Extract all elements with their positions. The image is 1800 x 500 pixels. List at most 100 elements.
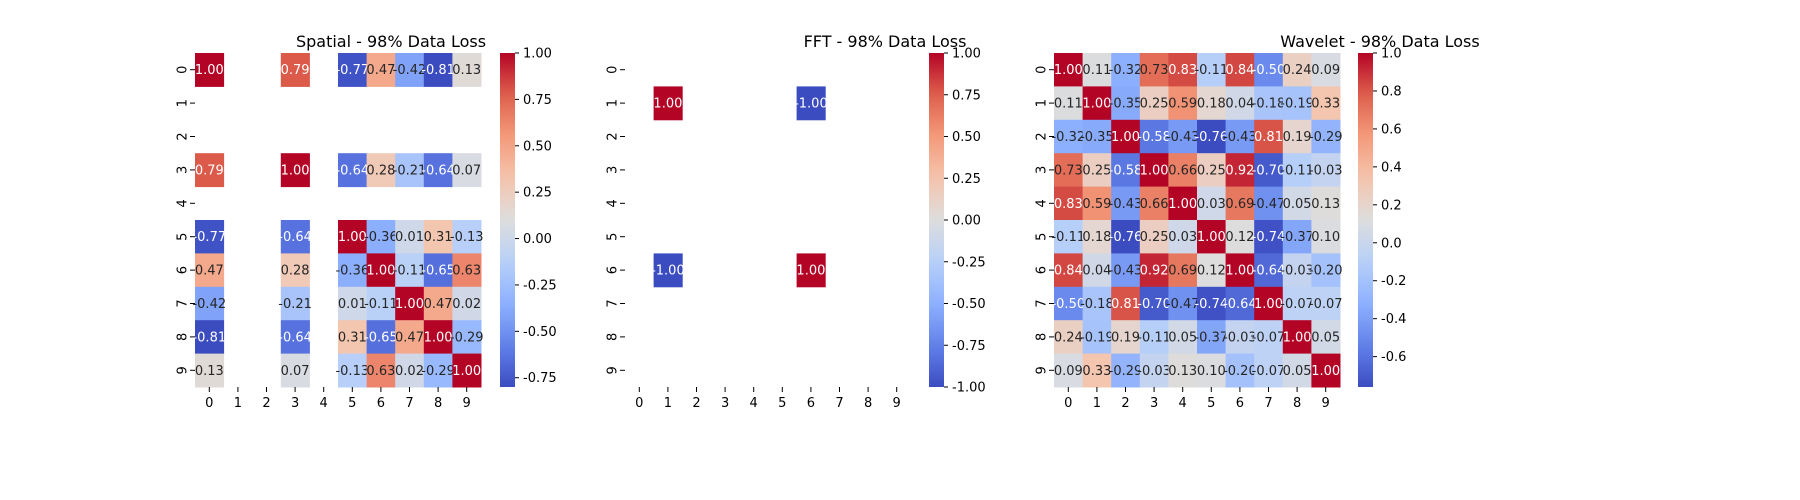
colorbar: 1.0 0.8 0.6 0.4 0.2 0.0 -0.2 -0.4 -0.6 (1358, 47, 1406, 387)
cell-value-label: 0.59 (1168, 97, 1197, 112)
y-tick-label: 1 (606, 99, 621, 107)
x-tick-label: 7 (1264, 396, 1272, 411)
cell-value-label: -0.37 (1280, 230, 1314, 245)
colorbar-tick-label: -0.25 (523, 278, 557, 293)
cell-value-label: 0.83 (1054, 197, 1083, 212)
cell-value-label: 0.13 (1311, 197, 1340, 212)
cell-value-label: -0.07 (1280, 297, 1314, 312)
heatmap-cell (1082, 53, 1112, 87)
y-axis: 0 1 2 3 4 5 6 7 8 9 (606, 66, 625, 374)
cell-value-label: 0.47 (395, 330, 424, 345)
heatmap-cell (452, 253, 482, 288)
y-tick-label: 9 (176, 366, 191, 374)
colorbar-tick-label: 0.75 (523, 93, 552, 108)
heatmap-cell (1225, 53, 1255, 87)
heatmap-cell (1139, 253, 1169, 288)
heatmap-cell (1139, 220, 1169, 254)
colorbar-tick-label: -0.75 (952, 339, 986, 354)
heatmap-cell (1225, 119, 1255, 154)
cell-value-label: 1.00 (281, 163, 310, 178)
heatmap-cell (338, 253, 368, 288)
cell-value-label: 0.31 (424, 230, 453, 245)
heatmap-cell (1282, 119, 1312, 154)
heatmap-cell (452, 286, 482, 321)
cell-value-label: 0.73 (1054, 163, 1083, 178)
heatmap-cell (1282, 353, 1312, 388)
cell-value-label: -0.64 (1223, 297, 1257, 312)
x-tick-label: 3 (1150, 396, 1158, 411)
heatmap-cell (653, 86, 683, 121)
heatmap-cell (423, 220, 453, 254)
heatmap-cell (280, 220, 310, 254)
cell-value-label: -0.64 (278, 330, 312, 345)
cell-value-label: -0.58 (1137, 130, 1171, 145)
heatmap-cell (1082, 86, 1112, 121)
cell-value-label: -0.77 (335, 63, 369, 78)
heatmap-cell (1082, 220, 1112, 254)
heatmap-cell (280, 153, 310, 188)
heatmap-panel-wavelet: Wavelet - 98% Data Loss 1.00 0.11-0.320.7… (1035, 32, 1480, 411)
heatmap-cell (1139, 53, 1169, 87)
cell-value-label: 0.69 (1225, 197, 1254, 212)
cell-value-label: 0.13 (1168, 364, 1197, 379)
cell-value-label: 0.03 (1168, 230, 1197, 245)
cell-value-label: 1.00 (424, 330, 453, 345)
cell-value-label: 0.01 (338, 297, 367, 312)
heatmap-cell (1082, 320, 1112, 355)
colorbar-tick-label: 0.25 (523, 186, 552, 201)
heatmap-cell (195, 320, 225, 355)
cell-value-label: 1.00 (338, 230, 367, 245)
x-tick-label: 8 (864, 396, 872, 411)
heatmap-cell (1054, 353, 1084, 388)
x-tick-label: 8 (434, 396, 442, 411)
cell-value-label: 0.05 (1168, 330, 1197, 345)
cell-value-label: 0.63 (366, 364, 395, 379)
cell-value-label: 0.66 (1168, 163, 1197, 178)
x-tick-label: 1 (664, 396, 672, 411)
heatmap-cell (1311, 253, 1341, 288)
cell-value-label: 0.05 (1283, 197, 1312, 212)
heatmap-cell (1197, 153, 1227, 188)
cell-value-label: 1.00 (1082, 97, 1111, 112)
heatmap-cell (1111, 253, 1141, 288)
cell-value-label: -0.35 (1109, 97, 1143, 112)
x-axis: 0 1 2 3 4 5 6 7 8 9 (635, 387, 901, 411)
chart-title: Spatial - 98% Data Loss (296, 32, 486, 51)
colorbar-gradient (929, 53, 944, 387)
heatmap-cell (1225, 253, 1255, 288)
cell-value-label: -0.76 (1109, 230, 1143, 245)
heatmap-cell (1311, 286, 1341, 321)
cell-value-label: 1.00 (653, 97, 682, 112)
heatmap-cell (1111, 86, 1141, 121)
cell-value-label: -0.76 (1194, 130, 1228, 145)
heatmap-cell (395, 353, 425, 388)
cell-value-label: 0.47 (424, 297, 453, 312)
heatmap-cell (1197, 353, 1227, 388)
heatmap-cell (1254, 253, 1284, 288)
cell-value-label: -0.70 (1252, 163, 1286, 178)
heatmap-cell (1082, 119, 1112, 154)
heatmap-cell (1168, 253, 1198, 288)
heatmap-cell (1054, 253, 1084, 288)
heatmap-cell (1139, 119, 1169, 154)
heatmap-cell (1282, 220, 1312, 254)
colorbar-gradient (500, 53, 515, 387)
heatmap-cell (1054, 119, 1084, 154)
heatmap-cell (1282, 153, 1312, 188)
x-tick-label: 5 (1207, 396, 1215, 411)
y-tick-label: 7 (606, 299, 621, 307)
heatmap-cell (452, 320, 482, 355)
cell-value-label: 0.81 (1254, 130, 1283, 145)
y-tick-label: 3 (176, 166, 191, 174)
cell-value-label: -0.29 (1309, 130, 1343, 145)
x-tick-label: 8 (1293, 396, 1301, 411)
heatmap-cell (280, 286, 310, 321)
y-tick-label: 4 (606, 199, 621, 207)
cell-value-label: 1.00 (1311, 364, 1340, 379)
colorbar-tick-label: -0.25 (952, 255, 986, 270)
heatmap-cell (1311, 53, 1341, 87)
heatmap-cell (1197, 86, 1227, 121)
cell-value-label: 0.59 (1082, 197, 1111, 212)
x-tick-label: 6 (377, 396, 385, 411)
cell-value-label: 0.25 (1197, 163, 1226, 178)
